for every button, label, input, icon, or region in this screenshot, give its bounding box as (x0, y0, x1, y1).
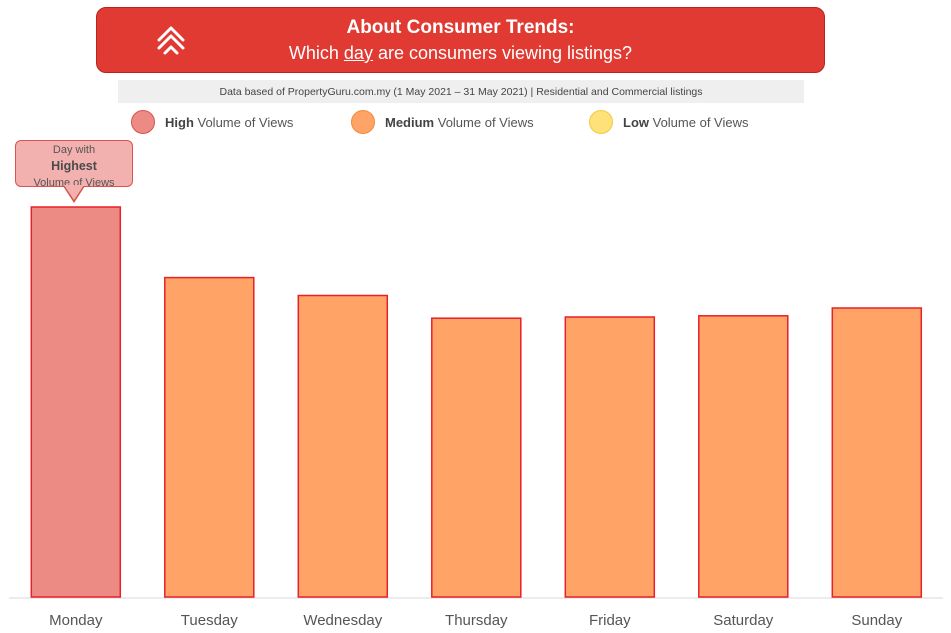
bar-tuesday (164, 276, 255, 598)
bar-sunday (831, 307, 923, 598)
x-tick-label-wednesday: Wednesday (303, 612, 382, 629)
legend-strong-high: High (165, 114, 194, 130)
legend-label-medium: Medium Volume of Views (385, 115, 534, 130)
callout-line-2: Highest (51, 159, 97, 173)
legend-strong-low: Low (623, 114, 649, 130)
title-banner: About Consumer Trends: Which day are con… (96, 7, 825, 73)
subtitle-highlight: day (343, 43, 373, 63)
bar-thursday (431, 317, 522, 598)
legend-dot-medium (351, 110, 375, 134)
x-tick-label-thursday: Thursday (445, 612, 508, 629)
x-tick-label-sunday: Sunday (851, 612, 902, 629)
legend-dot-low (589, 110, 613, 134)
x-tick-label-tuesday: Tuesday (181, 612, 238, 629)
propertyguru-logo-icon (157, 26, 185, 55)
legend-rest-high: Volume of Views (193, 114, 294, 130)
legend-item-medium: Medium Volume of Views (351, 108, 534, 136)
callout-arrow (64, 185, 84, 200)
callout-line-3: Volume of Views (33, 177, 115, 189)
legend-dot-high (131, 110, 155, 134)
bar-wednesday (297, 294, 389, 598)
page-subtitle: Which day are consumers viewing listings… (97, 43, 824, 64)
legend-label-low: Low Volume of Views (623, 115, 748, 130)
legend-item-low: Low Volume of Views (589, 108, 748, 136)
legend-item-high: High Volume of Views (131, 108, 293, 136)
source-note: Data based of PropertyGuru.com.my (1 May… (118, 80, 804, 103)
bar-friday (564, 316, 656, 598)
x-tick-label-saturday: Saturday (713, 612, 774, 629)
page-title: About Consumer Trends: (346, 17, 575, 38)
x-tick-label-monday: Monday (49, 612, 103, 629)
bar-saturday (698, 315, 789, 598)
legend-label-high: High Volume of Views (165, 115, 293, 130)
subtitle-end: are consumers viewing listings? (372, 43, 633, 63)
legend-rest-low: Volume of Views (649, 114, 749, 130)
callout-line-1: Day with (52, 144, 96, 156)
legend-rest-medium: Volume of Views (434, 114, 534, 130)
x-tick-label-friday: Friday (589, 612, 631, 629)
bar-monday (30, 206, 122, 598)
subtitle-start: Which (288, 43, 344, 63)
highest-day-callout: Day with Highest Volume of Views (15, 140, 133, 189)
legend-strong-medium: Medium (385, 114, 435, 130)
